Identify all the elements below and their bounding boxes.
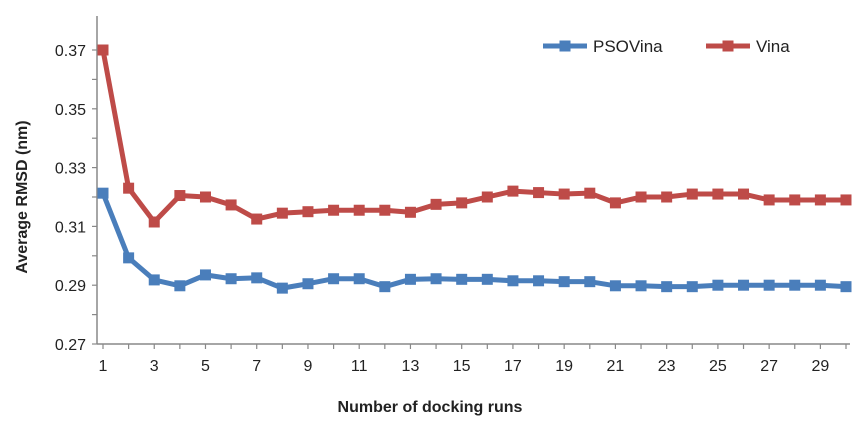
vina-point [276, 207, 288, 219]
psovina-point [533, 275, 545, 287]
x-tick-label: 11 [351, 358, 368, 375]
psovina-point [97, 187, 109, 199]
psovina-point [199, 269, 211, 281]
psovina-point [661, 281, 673, 293]
psovina-point [225, 273, 237, 285]
psovina-point [174, 280, 186, 292]
x-tick-label: 27 [760, 358, 778, 375]
vina-point [225, 199, 237, 211]
psovina-point [686, 281, 698, 293]
y-tick-label: 0.33 [55, 161, 86, 178]
vina-point [353, 204, 365, 216]
vina-point [558, 188, 570, 200]
x-tick-label: 13 [402, 358, 420, 375]
psovina-point [814, 279, 826, 291]
vina-point [404, 206, 416, 218]
x-tick-label: 7 [252, 358, 261, 375]
y-tick-label: 0.35 [55, 102, 86, 119]
legend-vina-marker [722, 40, 734, 52]
psovina-point [456, 273, 468, 285]
x-tick-label: 3 [150, 358, 159, 375]
vina-point [661, 191, 673, 203]
vina-point [533, 187, 545, 199]
psovina-point [584, 276, 596, 288]
vina-point [123, 182, 135, 194]
psovina-point [507, 275, 519, 287]
x-tick-label: 1 [99, 358, 108, 375]
vina-point [148, 216, 160, 228]
psovina-point [404, 273, 416, 285]
vina-point [379, 204, 391, 216]
vina-point [456, 197, 468, 209]
vina-line [100, 49, 846, 225]
x-tick-label: 17 [504, 358, 522, 375]
psovina-point [302, 278, 314, 290]
vina-point [686, 188, 698, 200]
legend-psovina-marker [559, 40, 571, 52]
psovina-point [328, 273, 340, 285]
y-axis-title: Average RMSD (nm) [14, 120, 31, 273]
vina-point [328, 204, 340, 216]
psovina-point [481, 273, 493, 285]
y-tick-label: 0.31 [55, 219, 86, 236]
vina-point [251, 213, 263, 225]
x-tick-label: 29 [811, 358, 829, 375]
psovina-point [148, 274, 160, 286]
psovina-point [276, 282, 288, 294]
vina-point [763, 194, 775, 206]
y-tick-label: 0.27 [55, 337, 86, 354]
vina-point [430, 198, 442, 210]
x-tick-label: 19 [555, 358, 573, 375]
vina-point [814, 194, 826, 206]
x-axis-title: Number of docking runs [338, 399, 523, 416]
y-tick-label: 0.37 [55, 43, 86, 60]
legend: PSOVina Vina [543, 37, 790, 56]
vina-point [789, 194, 801, 206]
legend-psovina-label: PSOVina [593, 37, 663, 56]
vina-point [302, 206, 314, 218]
vina-point [584, 187, 596, 199]
psovina-point [123, 252, 135, 264]
vina-point [481, 191, 493, 203]
psovina-point [635, 280, 647, 292]
psovina-line [100, 192, 847, 291]
x-tick-label: 23 [658, 358, 676, 375]
vina-point [635, 191, 647, 203]
x-tick-label: 5 [201, 358, 210, 375]
psovina-point [558, 276, 570, 288]
y-tick-label: 0.29 [55, 278, 86, 295]
psovina-point [430, 273, 442, 285]
x-tick-label: 9 [304, 358, 313, 375]
vina-point [712, 188, 724, 200]
vina-point [609, 197, 621, 209]
vina-point [174, 190, 186, 202]
legend-vina-label: Vina [756, 37, 790, 56]
psovina-point [712, 279, 724, 291]
psovina-point [840, 281, 852, 293]
x-tick-label: 15 [453, 358, 471, 375]
psovina-point [763, 279, 775, 291]
vina-point [507, 185, 519, 197]
vina-point [840, 194, 852, 206]
psovina-point [251, 272, 263, 284]
vina-point [97, 44, 109, 56]
psovina-point [379, 281, 391, 293]
psovina-point [353, 273, 365, 285]
psovina-point [609, 280, 621, 292]
x-tick-label: 25 [709, 358, 727, 375]
psovina-point [789, 279, 801, 291]
x-tick-label: 21 [607, 358, 625, 375]
psovina-point [738, 279, 750, 291]
vina-point [738, 188, 750, 200]
vina-point [199, 191, 211, 203]
